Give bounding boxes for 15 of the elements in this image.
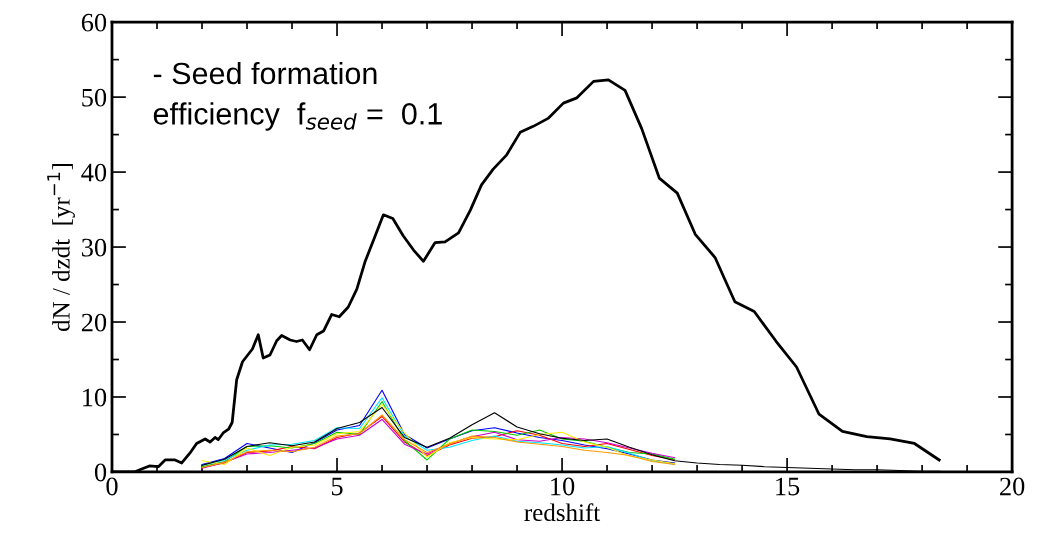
x-tick-label: 20 bbox=[1000, 477, 1025, 496]
x-tick-label: 10 bbox=[551, 477, 575, 496]
x-axis-title: redshift bbox=[524, 503, 601, 522]
x-tick-label: 5 bbox=[331, 477, 343, 496]
y-tick-label: 0 bbox=[94, 463, 107, 482]
y-tick-label: 50 bbox=[82, 88, 107, 107]
annotation: efficiency f$_{seed}$ = 0.1 bbox=[153, 102, 442, 131]
x-tick-label: 15 bbox=[776, 477, 800, 496]
y-axis-title: dN / dzdt [yr$^{−1}$] bbox=[47, 164, 75, 332]
y-tick-label: 60 bbox=[81, 13, 107, 32]
y-tick-label: 30 bbox=[82, 238, 107, 257]
y-tick-label: 20 bbox=[81, 313, 107, 332]
y-tick-label: 10 bbox=[83, 388, 107, 407]
annotation: - Seed formation bbox=[153, 61, 377, 85]
y-tick-label: 40 bbox=[81, 163, 107, 182]
